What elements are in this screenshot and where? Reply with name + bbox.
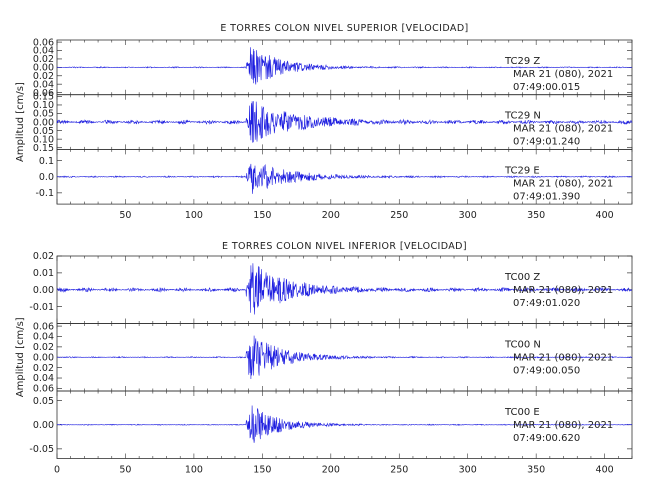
date-label: MAR 21 (080), 2021	[513, 69, 613, 80]
x-tick-label: 250	[390, 210, 408, 221]
y-tick-label: 0.15	[33, 92, 54, 103]
y-tick-label: 0.02	[33, 342, 54, 353]
y-tick-label: 0.06	[33, 88, 54, 99]
waveform-TC00-E	[56, 405, 633, 443]
x-tick-label: 300	[459, 210, 477, 221]
chart-title: E TORRES COLON NIVEL INFERIOR [VELOCIDAD…	[222, 241, 467, 252]
time-label: 07:49:01.020	[513, 298, 580, 309]
y-tick-label: 0.1	[39, 156, 54, 167]
station-label: TC29 E	[504, 165, 540, 176]
y-tick-label: -0.1	[35, 188, 54, 199]
time-label: 07:49:00.620	[513, 433, 580, 444]
y-tick-label: 0.00	[33, 352, 54, 363]
x-tick-label: 400	[596, 465, 614, 476]
y-tick-label: 0.06	[33, 384, 54, 395]
y-tick-label: 0.04	[33, 373, 54, 384]
x-tick-label: 350	[527, 210, 545, 221]
y-tick-label: 0.04	[33, 79, 54, 90]
station-label: TC29 N	[504, 111, 541, 122]
station-label: TC00 Z	[504, 272, 540, 283]
panel-TC00-E: 0.05 0.00 -0.05 TC00 E MAR 21 (080), 2021 07:…	[29, 390, 633, 459]
x-tick-label: 200	[322, 465, 340, 476]
y-tick-label: 0.05	[33, 126, 54, 137]
x-tick-label: 50	[119, 465, 131, 476]
time-label: 07:49:00.050	[513, 366, 580, 377]
y-tick-label: 0.05	[33, 109, 54, 120]
y-tick-label: -0.05	[29, 444, 54, 455]
x-tick-label: 300	[459, 465, 477, 476]
date-label: MAR 21 (080), 2021	[513, 353, 613, 364]
y-tick-label: 0.02	[33, 363, 54, 374]
station-label: TC29 Z	[504, 56, 540, 67]
y-axis-label: Amplitud [cm/s]	[15, 317, 26, 397]
station-label: TC00 N	[504, 340, 541, 351]
y-tick-label: 0.10	[33, 100, 54, 111]
panel-TC29-E: 0.1 0.0 -0.1 TC29 E MAR 21 (080), 2021 07:49:…	[35, 148, 633, 205]
x-tick-label: 150	[253, 465, 271, 476]
x-tick-label: 400	[596, 210, 614, 221]
y-tick-label: 0.00	[33, 117, 54, 128]
y-tick-label: 0.01	[33, 268, 54, 279]
x-tick-label: 100	[185, 210, 203, 221]
station-label: TC00 E	[504, 407, 540, 418]
y-tick-label: 0.00	[33, 285, 54, 296]
x-tick-label: 150	[253, 210, 271, 221]
x-tick-label: 200	[322, 210, 340, 221]
y-tick-label: 0.02	[33, 71, 54, 82]
y-tick-label: 0.10	[33, 134, 54, 145]
x-tick-label: 0	[54, 465, 60, 476]
date-label: MAR 21 (080), 2021	[513, 178, 613, 189]
x-tick-label: 50	[119, 210, 131, 221]
chart-group-1: E TORRES COLON NIVEL SUPERIOR [VELOCIDAD…	[15, 23, 633, 221]
y-tick-label: 0.06	[33, 37, 54, 48]
waveform-TC00-Z	[57, 263, 633, 315]
chart-group-2: E TORRES COLON NIVEL INFERIOR [VELOCIDAD…	[15, 241, 633, 476]
waveform-TC00-N	[57, 335, 633, 380]
y-axis-label: Amplitud [cm/s]	[15, 82, 26, 162]
time-label: 07:49:01.390	[513, 191, 580, 202]
x-tick-label: 350	[527, 465, 545, 476]
x-tick-label: 250	[390, 465, 408, 476]
y-tick-label: -0.01	[29, 302, 54, 313]
y-tick-label: 0.0	[39, 172, 54, 183]
waveform-TC29-Z	[56, 47, 633, 85]
date-label: MAR 21 (080), 2021	[513, 420, 613, 431]
y-tick-label: 0.05	[33, 396, 54, 407]
waveform-TC29-E	[57, 163, 633, 194]
time-label: 07:49:00.015	[513, 82, 580, 93]
y-tick-label: 0.00	[33, 420, 54, 431]
chart-title: E TORRES COLON NIVEL SUPERIOR [VELOCIDAD…	[220, 23, 468, 34]
date-label: MAR 21 (080), 2021	[513, 124, 613, 135]
y-tick-label: 0.00	[33, 63, 54, 74]
date-label: MAR 21 (080), 2021	[513, 285, 613, 296]
y-tick-label: 0.04	[33, 332, 54, 343]
y-tick-label: 0.02	[33, 251, 54, 262]
y-tick-label: 0.02	[33, 54, 54, 65]
y-tick-label: 0.04	[33, 46, 54, 57]
panel-TC00-Z: 0.02 0.01 0.00 -0.01 TC00 Z MAR 21 (080), 202…	[29, 251, 633, 324]
y-tick-label: 0.15	[33, 143, 54, 154]
waveform-TC29-N	[56, 101, 633, 143]
time-label: 07:49:01.240	[513, 137, 580, 148]
y-tick-label: 0.06	[33, 321, 54, 332]
x-tick-label: 100	[185, 465, 203, 476]
